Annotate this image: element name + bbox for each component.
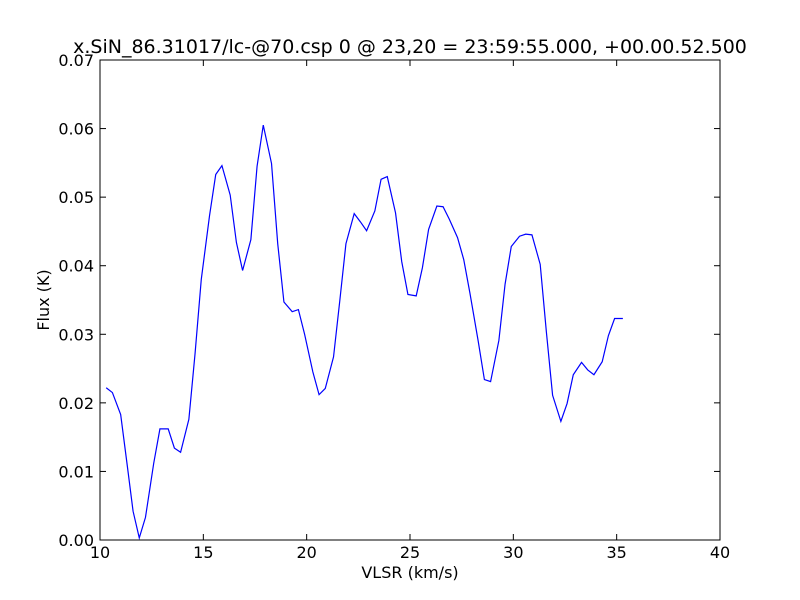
x-tick-label: 25 [400,543,420,562]
y-tick-label: 0.06 [58,120,94,139]
plot-area [99,59,721,541]
y-tick-label: 0.01 [58,462,94,481]
y-tick-label: 0.05 [58,188,94,207]
y-tick-label: 0.00 [58,531,94,550]
x-axis-ticks: 10 15 20 25 30 35 40 [90,60,730,562]
x-tick-label: 35 [606,543,626,562]
x-axis-label: VLSR (km/s) [361,563,458,582]
y-axis-label: Flux (K) [34,269,53,330]
y-tick-label: 0.07 [58,51,94,70]
y-axis-ticks: 0.00 0.01 0.02 0.03 0.04 0.05 0.06 0.07 [58,51,720,550]
y-tick-label: 0.04 [58,257,94,276]
series-line [105,125,623,541]
x-tick-label: 30 [503,543,523,562]
x-tick-label: 20 [296,543,316,562]
y-tick-label: 0.03 [58,325,94,344]
y-tick-label: 0.02 [58,394,94,413]
x-tick-label: 10 [90,543,110,562]
plot-background [100,60,720,540]
x-tick-label: 40 [710,543,730,562]
chart-title: x.SiN_86.31017/lc-@70.csp 0 @ 23,20 = 23… [73,36,747,58]
x-tick-label: 15 [193,543,213,562]
